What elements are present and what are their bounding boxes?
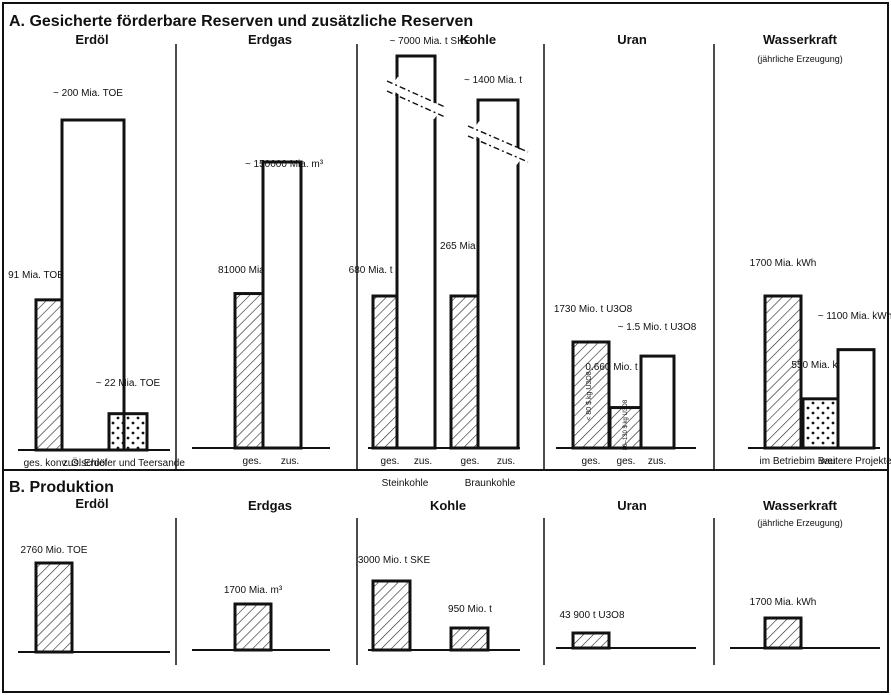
value-label: 1700 Mia. kWh: [750, 258, 817, 269]
bar-zus: [395, 54, 437, 450]
category-label: Ölschiefer und Teersande: [71, 457, 185, 469]
title-b-kohle: Kohle: [430, 498, 466, 513]
group-label-steinkohle: Steinkohle: [382, 478, 429, 489]
bar-zus: [261, 160, 303, 450]
bar-ges: [571, 340, 611, 450]
title-b-uran: Uran: [617, 498, 647, 513]
title-b-erdgas: Erdgas: [248, 498, 292, 513]
value-label: 1700 Mia. m³: [224, 585, 283, 596]
title-kohle: Kohle: [460, 32, 496, 47]
value-label: 43 900 t U3O8: [559, 610, 624, 621]
bar-inner-label: < 80 $ kg U3O8: [586, 371, 593, 420]
value-label: ~ 200 Mia. TOE: [53, 88, 123, 99]
production-bar: [571, 631, 611, 650]
value-label: ~ 1100 Mia. kWh: [818, 311, 891, 322]
production-bar: [233, 602, 273, 652]
category-label: zus.: [648, 456, 666, 467]
title-wasserkraft: Wasserkraft: [763, 32, 838, 47]
value-label: 550 Mia. kWh: [791, 360, 852, 371]
bar-zus: [639, 354, 676, 450]
value-label: ~ 1.5 Mio. t U3O8: [618, 322, 697, 333]
category-label: im Betrieb: [759, 456, 804, 467]
value-label: ~ 7000 Mia. t SKE: [390, 36, 471, 47]
production-bar: [449, 626, 490, 652]
category-label: ges.: [617, 456, 636, 467]
title-erdgas: Erdgas: [248, 32, 292, 47]
axis-break-line: [386, 80, 446, 108]
title-b-wasserkraft: Wasserkraft: [763, 498, 838, 513]
bar-inner-label: 80–130 $ kg U3O8: [623, 399, 629, 450]
panel-subtitle: (jährliche Erzeugung): [757, 54, 843, 64]
category-label: zus.: [497, 456, 515, 467]
axis-break-line: [467, 135, 529, 163]
value-label: 1730 Mio. t U3O8: [554, 304, 633, 315]
category-label: zus. Erdöl: [63, 458, 107, 469]
bar-imbau: [801, 397, 841, 450]
title-erdoel: Erdöl: [75, 32, 108, 47]
value-label: 91 Mia. TOE: [8, 270, 64, 281]
category-label: ges.: [461, 456, 480, 467]
section-a-title: A. Gesicherte förderbare Reserven und zu…: [9, 13, 473, 30]
value-label: 265 Mia. t: [440, 241, 484, 252]
category-label: weitere Projekte: [819, 456, 891, 467]
production-bar: [371, 579, 412, 652]
value-label: 0.660 Mio. t U3O8: [585, 362, 667, 373]
bar-weitereprojekte: [836, 348, 876, 450]
category-label: ges.: [582, 456, 601, 467]
category-label: im Bau: [804, 456, 835, 467]
value-label: 950 Mio. t: [448, 604, 492, 615]
value-label: 3000 Mio. t SKE: [358, 555, 431, 566]
category-label: zus.: [281, 456, 299, 467]
category-label: ges. konv.: [24, 458, 69, 469]
value-label: 1700 Mia. kWh: [750, 597, 817, 608]
axis-break-line: [467, 125, 529, 153]
value-label: ~ 22 Mia. TOE: [96, 378, 161, 389]
panel-subtitle: (jährliche Erzeugung): [757, 518, 843, 528]
title-b-erdoel: Erdöl: [75, 496, 108, 511]
title-uran: Uran: [617, 32, 647, 47]
category-label: zus.: [414, 456, 432, 467]
production-bar: [34, 561, 74, 654]
value-label: ~ 150000 Mia. m³: [245, 159, 324, 170]
group-label-braunkohle: Braunkohle: [465, 478, 516, 489]
bar-lschieferundteersande: [107, 412, 149, 452]
value-label: 680 Mia. t SKE: [349, 265, 416, 276]
category-label: ges.: [381, 456, 400, 467]
value-label: 81000 Mia. m³: [218, 265, 283, 276]
production-bar: [763, 616, 803, 650]
bar-zuserdl: [60, 118, 126, 452]
section-b-title: B. Produktion: [9, 479, 114, 496]
axis-break-line: [386, 90, 446, 118]
value-label: 2760 Mio. TOE: [21, 545, 88, 556]
value-label: ~ 1400 Mia. t: [464, 75, 522, 86]
category-label: ges.: [243, 456, 262, 467]
bar-imbetrieb: [763, 294, 803, 450]
axis-break: [471, 121, 525, 165]
